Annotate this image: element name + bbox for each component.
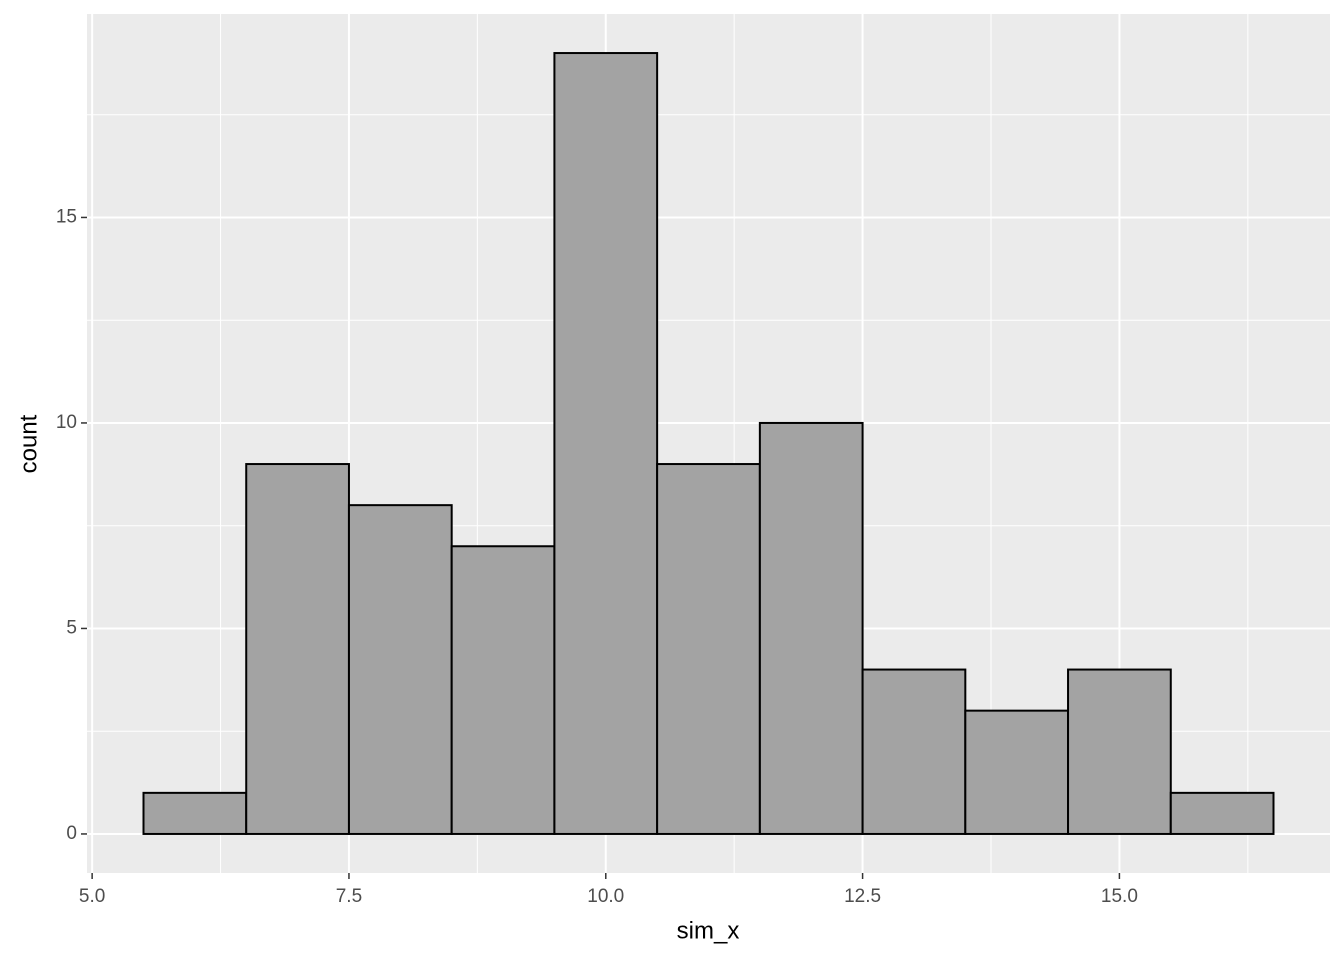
x-tick-label: 12.5 (844, 886, 881, 907)
y-tick-label: 10 (56, 412, 77, 433)
bar (964, 709, 1070, 835)
bar (450, 545, 556, 835)
bar (656, 463, 761, 835)
x-tick-label: 15.0 (1101, 886, 1138, 907)
bar (758, 421, 864, 835)
y-tick-label: 5 (66, 617, 77, 638)
x-tick-label: 5.0 (79, 886, 105, 907)
y-tick-label: 0 (66, 823, 77, 844)
y-tick-label: 15 (56, 206, 77, 227)
bar (245, 463, 350, 835)
bar (553, 52, 659, 835)
bar (1169, 791, 1275, 835)
bar (861, 668, 967, 835)
y-axis-title: count (15, 414, 42, 473)
bar (1067, 668, 1172, 835)
x-axis-title: sim_x (677, 917, 740, 944)
bar (142, 791, 248, 835)
bar (347, 504, 453, 835)
x-tick-label: 7.5 (336, 886, 362, 907)
x-tick-label: 10.0 (587, 886, 624, 907)
